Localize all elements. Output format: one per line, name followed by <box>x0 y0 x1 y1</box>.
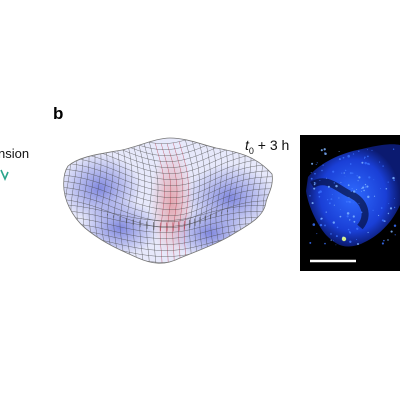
tissue-mesh <box>63 137 273 264</box>
time-offset: + 3 h <box>253 137 290 153</box>
microscopy-image <box>300 135 400 271</box>
time-label: t0 + 3 h <box>245 137 290 156</box>
time-symbol: t <box>245 137 249 153</box>
time-subscript: 0 <box>248 146 254 156</box>
panel-letter: b <box>53 104 64 123</box>
cropped-arrow-icon <box>0 169 9 181</box>
cropped-label: nsion <box>0 146 30 161</box>
